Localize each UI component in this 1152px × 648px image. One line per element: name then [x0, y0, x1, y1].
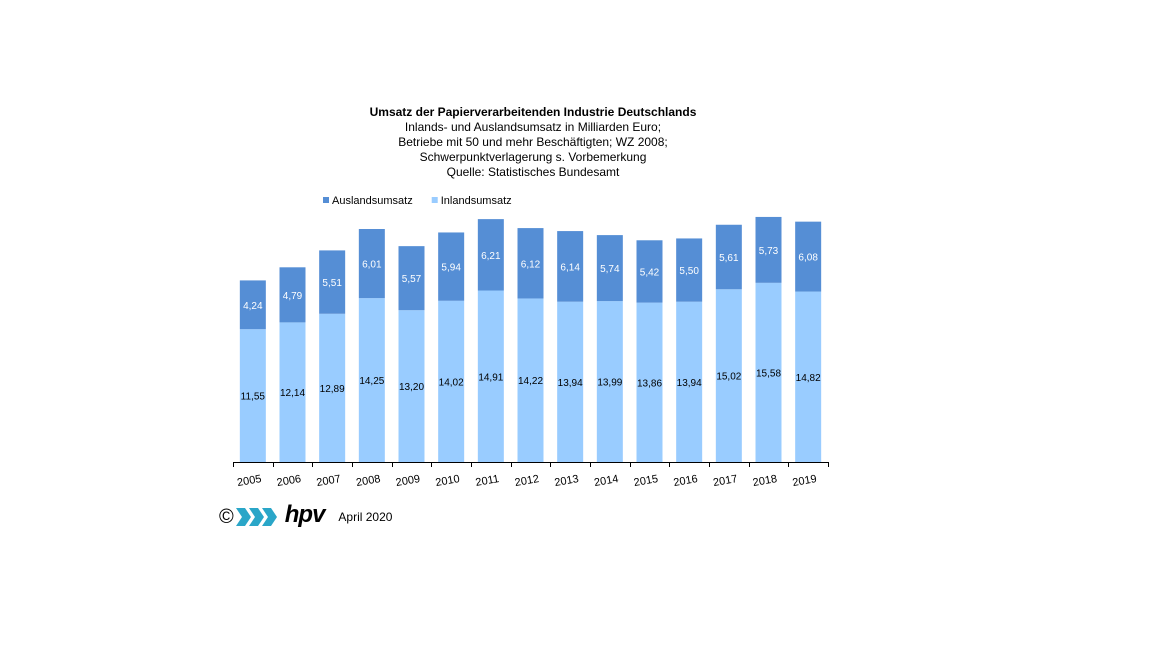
x-tick-label-2018: 2018 — [752, 473, 778, 489]
bar-inlandsumsatz-2009 — [398, 310, 425, 462]
bar-auslandsumsatz-2010 — [438, 232, 465, 301]
x-tick-label-2008: 2008 — [355, 473, 381, 489]
chart-titles: Umsatz der Papierverarbeitenden Industri… — [233, 105, 833, 180]
bar-inlandsumsatz-2015 — [636, 302, 663, 462]
bar-auslandsumsatz-2005 — [239, 280, 266, 330]
x-tick-label-2010: 2010 — [435, 473, 461, 489]
data-label-inlandsumsatz-2011: 14,91 — [478, 372, 503, 383]
data-label-inlandsumsatz-2009: 13,20 — [399, 382, 424, 393]
data-label-inlandsumsatz-2013: 13,94 — [558, 378, 583, 389]
data-label-auslandsumsatz-2012: 6,12 — [521, 259, 541, 270]
legend-swatch-inlandsumsatz — [431, 197, 438, 203]
bar-auslandsumsatz-2009 — [398, 246, 425, 311]
data-label-inlandsumsatz-2016: 13,94 — [677, 378, 702, 389]
bar-inlandsumsatz-2017 — [715, 289, 742, 462]
publication-date: April 2020 — [338, 510, 393, 524]
bar-auslandsumsatz-2019 — [795, 221, 822, 292]
bar-inlandsumsatz-2007 — [319, 313, 346, 462]
bar-inlandsumsatz-2008 — [358, 298, 385, 462]
data-label-inlandsumsatz-2019: 14,82 — [796, 373, 821, 384]
copyright-symbol: © — [219, 506, 234, 528]
bar-inlandsumsatz-2016 — [676, 301, 703, 462]
data-label-auslandsumsatz-2010: 5,94 — [441, 263, 461, 274]
x-tick-label-2017: 2017 — [712, 473, 738, 489]
data-label-auslandsumsatz-2008: 6,01 — [362, 260, 382, 271]
bar-auslandsumsatz-2006 — [279, 267, 306, 323]
data-label-inlandsumsatz-2007: 12,89 — [320, 384, 345, 395]
x-tick-label-2007: 2007 — [316, 473, 342, 489]
legend-label-inlandsumsatz: Inlandsumsatz — [441, 195, 512, 207]
x-tick-label-2006: 2006 — [276, 473, 302, 489]
data-label-auslandsumsatz-2017: 5,61 — [719, 253, 739, 264]
data-label-inlandsumsatz-2012: 14,22 — [518, 376, 543, 387]
bar-inlandsumsatz-2006 — [279, 322, 306, 462]
bar-inlandsumsatz-2010 — [438, 300, 465, 462]
bar-inlandsumsatz-2012 — [517, 298, 544, 462]
data-label-inlandsumsatz-2010: 14,02 — [439, 377, 464, 388]
legend-label-auslandsumsatz: Auslandsumsatz — [332, 195, 413, 207]
bar-inlandsumsatz-2011 — [477, 290, 504, 462]
bar-auslandsumsatz-2014 — [596, 235, 623, 302]
data-label-auslandsumsatz-2016: 5,50 — [679, 266, 699, 277]
chart-subtitle-4: Quelle: Statistisches Bundesamt — [446, 165, 620, 179]
x-tick-label-2012: 2012 — [514, 473, 540, 489]
chart-title: Umsatz der Papierverarbeitenden Industri… — [369, 105, 697, 119]
data-label-auslandsumsatz-2015: 5,42 — [640, 267, 660, 278]
hpv-arrows-icon — [235, 508, 277, 526]
data-label-auslandsumsatz-2011: 6,21 — [481, 251, 501, 262]
data-label-inlandsumsatz-2017: 15,02 — [716, 372, 741, 383]
bar-inlandsumsatz-2013 — [557, 301, 584, 462]
data-label-auslandsumsatz-2009: 5,57 — [402, 274, 422, 285]
chart-subtitle-3: Schwerpunktverlagerung s. Vorbemerkung — [419, 150, 647, 164]
data-label-auslandsumsatz-2006: 4,79 — [283, 291, 303, 302]
data-label-inlandsumsatz-2008: 14,25 — [359, 376, 384, 387]
bar-inlandsumsatz-2014 — [596, 301, 623, 462]
bar-auslandsumsatz-2016 — [676, 238, 703, 302]
x-tick-label-2013: 2013 — [554, 473, 580, 489]
data-label-auslandsumsatz-2007: 5,51 — [322, 278, 342, 289]
x-tick-label-2015: 2015 — [633, 473, 659, 489]
bar-auslandsumsatz-2008 — [358, 229, 385, 299]
x-tick-label-2016: 2016 — [673, 473, 699, 489]
x-tick-label-2014: 2014 — [593, 473, 619, 489]
bar-auslandsumsatz-2013 — [557, 231, 584, 302]
data-label-inlandsumsatz-2018: 15,58 — [756, 368, 781, 379]
x-tick-label-2011: 2011 — [475, 473, 500, 489]
chart-subtitle-2: Betriebe mit 50 und mehr Beschäftigten; … — [398, 135, 668, 149]
bar-auslandsumsatz-2015 — [636, 240, 663, 303]
bar-inlandsumsatz-2018 — [755, 282, 782, 462]
data-label-inlandsumsatz-2005: 11,55 — [241, 392, 266, 403]
data-label-auslandsumsatz-2019: 6,08 — [798, 253, 818, 264]
bar-auslandsumsatz-2007 — [319, 250, 346, 314]
data-label-auslandsumsatz-2013: 6,14 — [560, 262, 580, 273]
bar-auslandsumsatz-2012 — [517, 228, 544, 299]
legend-swatch-auslandsumsatz — [323, 197, 329, 203]
data-label-inlandsumsatz-2014: 13,99 — [597, 378, 622, 389]
data-label-auslandsumsatz-2005: 4,24 — [243, 301, 263, 312]
chart-subtitle-1: Inlands- und Auslandsumsatz in Milliarde… — [404, 120, 662, 134]
bar-inlandsumsatz-2019 — [795, 291, 822, 462]
bar-auslandsumsatz-2011 — [477, 219, 504, 291]
data-label-auslandsumsatz-2018: 5,73 — [759, 246, 779, 257]
x-tick-label-2009: 2009 — [395, 473, 421, 489]
data-label-auslandsumsatz-2014: 5,74 — [600, 264, 620, 275]
data-label-inlandsumsatz-2015: 13,86 — [637, 378, 662, 389]
x-tick-label-2005: 2005 — [236, 473, 262, 489]
bar-auslandsumsatz-2017 — [715, 224, 742, 290]
hpv-logo-text: hpv — [284, 501, 326, 528]
footer: © hpv April 2020 — [219, 501, 393, 529]
bar-inlandsumsatz-2005 — [239, 329, 266, 462]
x-tick-label-2019: 2019 — [792, 473, 818, 489]
bar-auslandsumsatz-2018 — [755, 216, 782, 283]
data-label-inlandsumsatz-2006: 12,14 — [280, 388, 305, 399]
